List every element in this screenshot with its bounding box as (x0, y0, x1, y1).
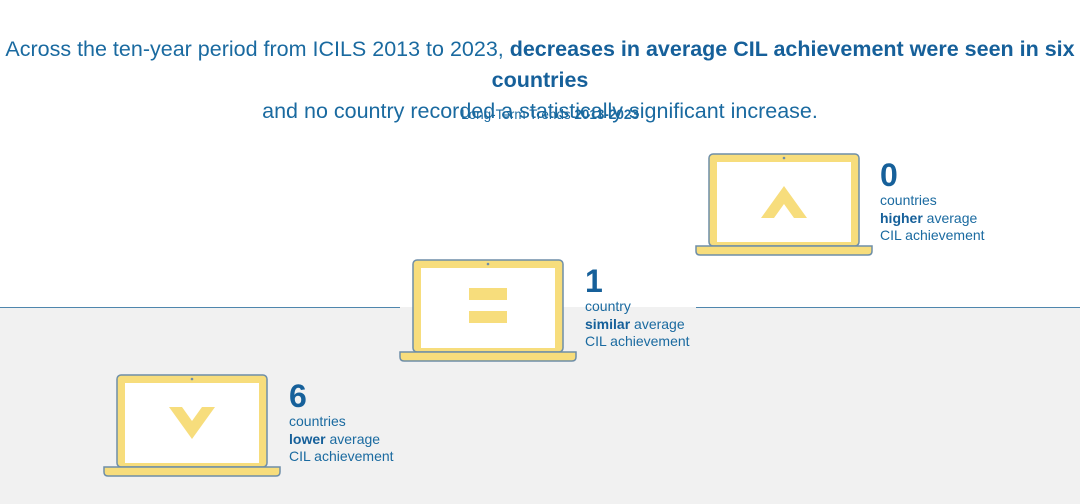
laptop-similar-base (399, 351, 577, 362)
stat-higher-count: 0 (880, 157, 898, 193)
stat-lower-rest: average (325, 430, 381, 447)
stat-lower-bold: lower (289, 430, 326, 447)
divider-line-left (0, 307, 400, 308)
divider-line-right (696, 307, 1080, 308)
stat-lower-measure: CIL achievement (289, 448, 394, 464)
subtitle-prefix: Long-Term Trends (461, 107, 575, 122)
stat-similar-unit: country (585, 298, 631, 314)
laptop-similar-camera (486, 262, 490, 266)
stat-similar-bold: similar (585, 315, 631, 332)
headline-text: Across the ten-year period from ICILS 20… (5, 37, 510, 61)
stat-similar-rest: average (630, 315, 685, 332)
stat-lower: 6 countries lower average CIL achievemen… (289, 379, 394, 466)
laptop-lower (103, 374, 281, 477)
stat-higher-bold: higher (880, 209, 923, 226)
stat-higher-measure: CIL achievement (880, 227, 985, 243)
laptop-similar-screen (421, 268, 555, 348)
laptop-lower-camera (190, 377, 194, 381)
laptop-higher (695, 153, 873, 256)
laptop-similar (399, 259, 577, 362)
stat-similar-measure: CIL achievement (585, 333, 690, 349)
stat-lower-count: 6 (289, 378, 307, 414)
down-chevron-icon (169, 407, 215, 439)
stat-higher-comparison: higher average (880, 210, 985, 228)
laptop-higher-base (695, 245, 873, 256)
stat-similar-count: 1 (585, 263, 603, 299)
headline: Across the ten-year period from ICILS 20… (0, 34, 1080, 127)
subtitle-years: 2013-2023 (574, 107, 639, 122)
stat-higher: 0 countries higher average CIL achieveme… (880, 158, 985, 245)
stat-lower-comparison: lower average (289, 431, 394, 449)
equals-icon (469, 288, 507, 323)
stat-lower-unit: countries (289, 413, 346, 429)
headline-text-end: and no country recorded a statistically … (262, 99, 818, 123)
stat-similar-comparison: similar average (585, 316, 690, 334)
laptop-higher-camera (782, 156, 786, 160)
subtitle: Long-Term Trends 2013-2023 (0, 107, 1080, 122)
laptop-lower-base (103, 466, 281, 477)
up-chevron-icon (761, 186, 807, 218)
stat-similar: 1 country similar average CIL achievemen… (585, 264, 690, 351)
stat-higher-unit: countries (880, 192, 937, 208)
stat-higher-rest: average (922, 209, 978, 226)
headline-emphasis: decreases in average CIL achievement wer… (491, 37, 1075, 92)
